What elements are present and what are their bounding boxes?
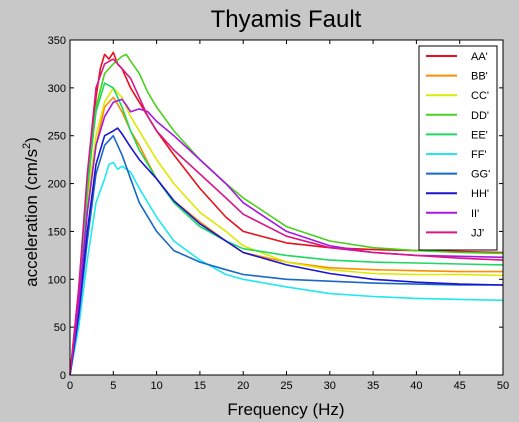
legend-box (418, 45, 498, 251)
y-tick-label: 0 (60, 370, 66, 382)
x-tick-label: 20 (237, 380, 249, 392)
series-line-jj (69, 58, 504, 376)
legend-label-jj: JJ' (471, 227, 484, 239)
legend: AA' BB' CC' DD' EE' FF' GG' HH' II' JJ' (418, 45, 498, 251)
legend-label-gg: GG' (471, 169, 490, 181)
legend-label-dd: DD' (471, 110, 489, 122)
x-tick-label: 10 (150, 380, 162, 392)
y-tick-label: 150 (48, 226, 66, 238)
x-tick-label: 40 (410, 380, 422, 392)
legend-label-hh: HH' (471, 188, 489, 200)
y-tick-label: 300 (48, 83, 66, 95)
y-tick-label: 50 (54, 322, 66, 334)
x-tick-label: 15 (194, 380, 206, 392)
y-tick-label: 100 (48, 274, 66, 286)
series-line-cc (69, 87, 504, 376)
series-line-dd (69, 53, 504, 376)
legend-label-bb: BB' (471, 71, 488, 83)
x-tick-label: 35 (367, 380, 379, 392)
y-axis-label-main: acceleration (cm/s (22, 149, 41, 287)
x-tick-label: 50 (497, 380, 509, 392)
x-tick-label: 30 (324, 380, 336, 392)
series-line-ff (69, 161, 504, 376)
x-tick-label: 5 (110, 380, 116, 392)
x-tick-label: 0 (67, 380, 73, 392)
y-axis-label-superscript: 2 (21, 143, 33, 149)
series-line-gg (69, 134, 503, 376)
y-axis-label: acceleration (cm/s2) (21, 137, 41, 287)
y-axis-label-tail: ) (22, 137, 41, 143)
y-axis: 0 50 100 150 200 250 300 350 (48, 35, 503, 382)
x-tick-label: 25 (280, 380, 292, 392)
y-tick-label: 250 (48, 131, 66, 143)
legend-label-cc: CC' (471, 90, 489, 102)
legend-label-ee: EE' (471, 129, 488, 141)
legend-label-aa: AA' (471, 51, 488, 63)
y-tick-label: 200 (48, 179, 66, 191)
legend-label-ff: FF' (471, 149, 487, 161)
series-line-ii (69, 98, 504, 376)
series-layer (69, 51, 504, 376)
y-tick-label: 350 (48, 35, 66, 47)
series-line-hh (69, 127, 504, 376)
chart-title: Thyamis Fault (211, 6, 362, 33)
x-tick-label: 45 (454, 380, 466, 392)
legend-label-ii: II' (471, 208, 479, 220)
x-axis-label: Frequency (Hz) (227, 400, 344, 419)
x-axis: 0 5 10 15 20 25 30 35 40 45 50 (67, 40, 509, 392)
